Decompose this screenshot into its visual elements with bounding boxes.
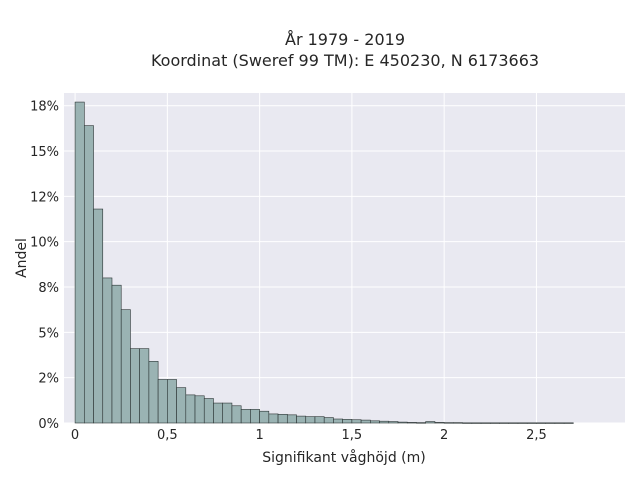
histogram-bar	[314, 416, 325, 424]
histogram-bar	[526, 422, 537, 424]
histogram-bar	[305, 416, 316, 424]
histogram-bar	[563, 422, 574, 424]
histogram-bar	[222, 402, 233, 424]
histogram-bar	[499, 422, 510, 424]
histogram-bar	[480, 422, 491, 424]
histogram-bar	[333, 418, 343, 424]
y-tick-label: 0%	[38, 417, 59, 432]
histogram-bar	[148, 361, 159, 424]
histogram-bar	[167, 379, 177, 424]
histogram-bar	[545, 422, 556, 424]
histogram-bar	[111, 284, 122, 424]
histogram-bars	[74, 101, 574, 424]
histogram-bar	[379, 420, 390, 424]
x-tick-label: 2,5	[526, 428, 547, 443]
histogram-bar	[342, 419, 353, 424]
histogram-bar	[434, 422, 445, 424]
histogram-bar	[157, 379, 168, 424]
y-tick-label: 12%	[30, 190, 59, 205]
histogram-bar	[508, 422, 519, 424]
y-tick-label: 8%	[38, 281, 59, 296]
histogram-bar	[517, 422, 528, 424]
histogram-bar	[296, 415, 307, 424]
histogram-bar	[277, 413, 288, 424]
x-axis-ticks: 0 0,5 1 1,5 2 2,5	[71, 428, 547, 443]
histogram-bar	[120, 309, 131, 424]
y-tick-label: 18%	[30, 100, 59, 115]
histogram-bar	[83, 125, 94, 424]
histogram-bar	[203, 398, 214, 424]
chart-title-line-1: År 1979 - 2019	[285, 30, 405, 49]
histogram-bar	[176, 387, 187, 424]
histogram-bar	[425, 421, 436, 424]
histogram-bar	[462, 422, 473, 424]
y-tick-label: 2%	[38, 372, 59, 387]
chart-title-line-2: Koordinat (Sweref 99 TM): E 450230, N 61…	[151, 51, 539, 70]
histogram-bar	[351, 419, 362, 424]
histogram-bar	[489, 422, 500, 424]
histogram-bar	[370, 420, 380, 424]
x-tick-label: 0	[71, 428, 79, 443]
histogram-bar	[130, 348, 140, 424]
histogram-bar	[388, 421, 399, 424]
histogram-bar	[397, 421, 408, 424]
x-axis-label: Signifikant våghöjd (m)	[262, 449, 425, 466]
histogram-bar	[194, 395, 205, 424]
y-axis-ticks: 0% 2% 5% 8% 10% 12% 15% 18%	[30, 100, 59, 432]
y-tick-label: 15%	[30, 145, 59, 160]
histogram-bar	[74, 101, 85, 424]
histogram-bar	[102, 277, 113, 424]
y-tick-label: 5%	[38, 326, 59, 341]
histogram-bar	[185, 394, 196, 424]
histogram-bar	[259, 410, 270, 424]
histogram-bar	[416, 422, 426, 424]
histogram-bar	[93, 208, 104, 424]
histogram-bar	[250, 409, 260, 424]
histogram-bar	[453, 422, 463, 424]
histogram-bar	[536, 422, 546, 424]
histogram-bar	[213, 402, 224, 424]
histogram-bar	[360, 419, 371, 424]
histogram-bar	[139, 348, 150, 424]
histogram-bar	[471, 422, 482, 424]
x-tick-label: 1	[255, 428, 263, 443]
histogram-bar	[323, 417, 334, 424]
histogram-bar	[443, 422, 454, 424]
y-axis-label: Andel	[14, 238, 30, 278]
x-tick-label: 1,5	[342, 428, 363, 443]
x-tick-label: 0,5	[157, 428, 178, 443]
histogram-bar	[231, 405, 242, 424]
histogram-bar	[240, 409, 251, 424]
histogram-bar	[406, 422, 417, 424]
histogram-bar	[268, 413, 279, 424]
y-tick-label: 10%	[30, 236, 59, 251]
histogram-bar	[554, 422, 565, 424]
x-tick-label: 2	[440, 428, 448, 443]
histogram-bar	[286, 414, 297, 424]
